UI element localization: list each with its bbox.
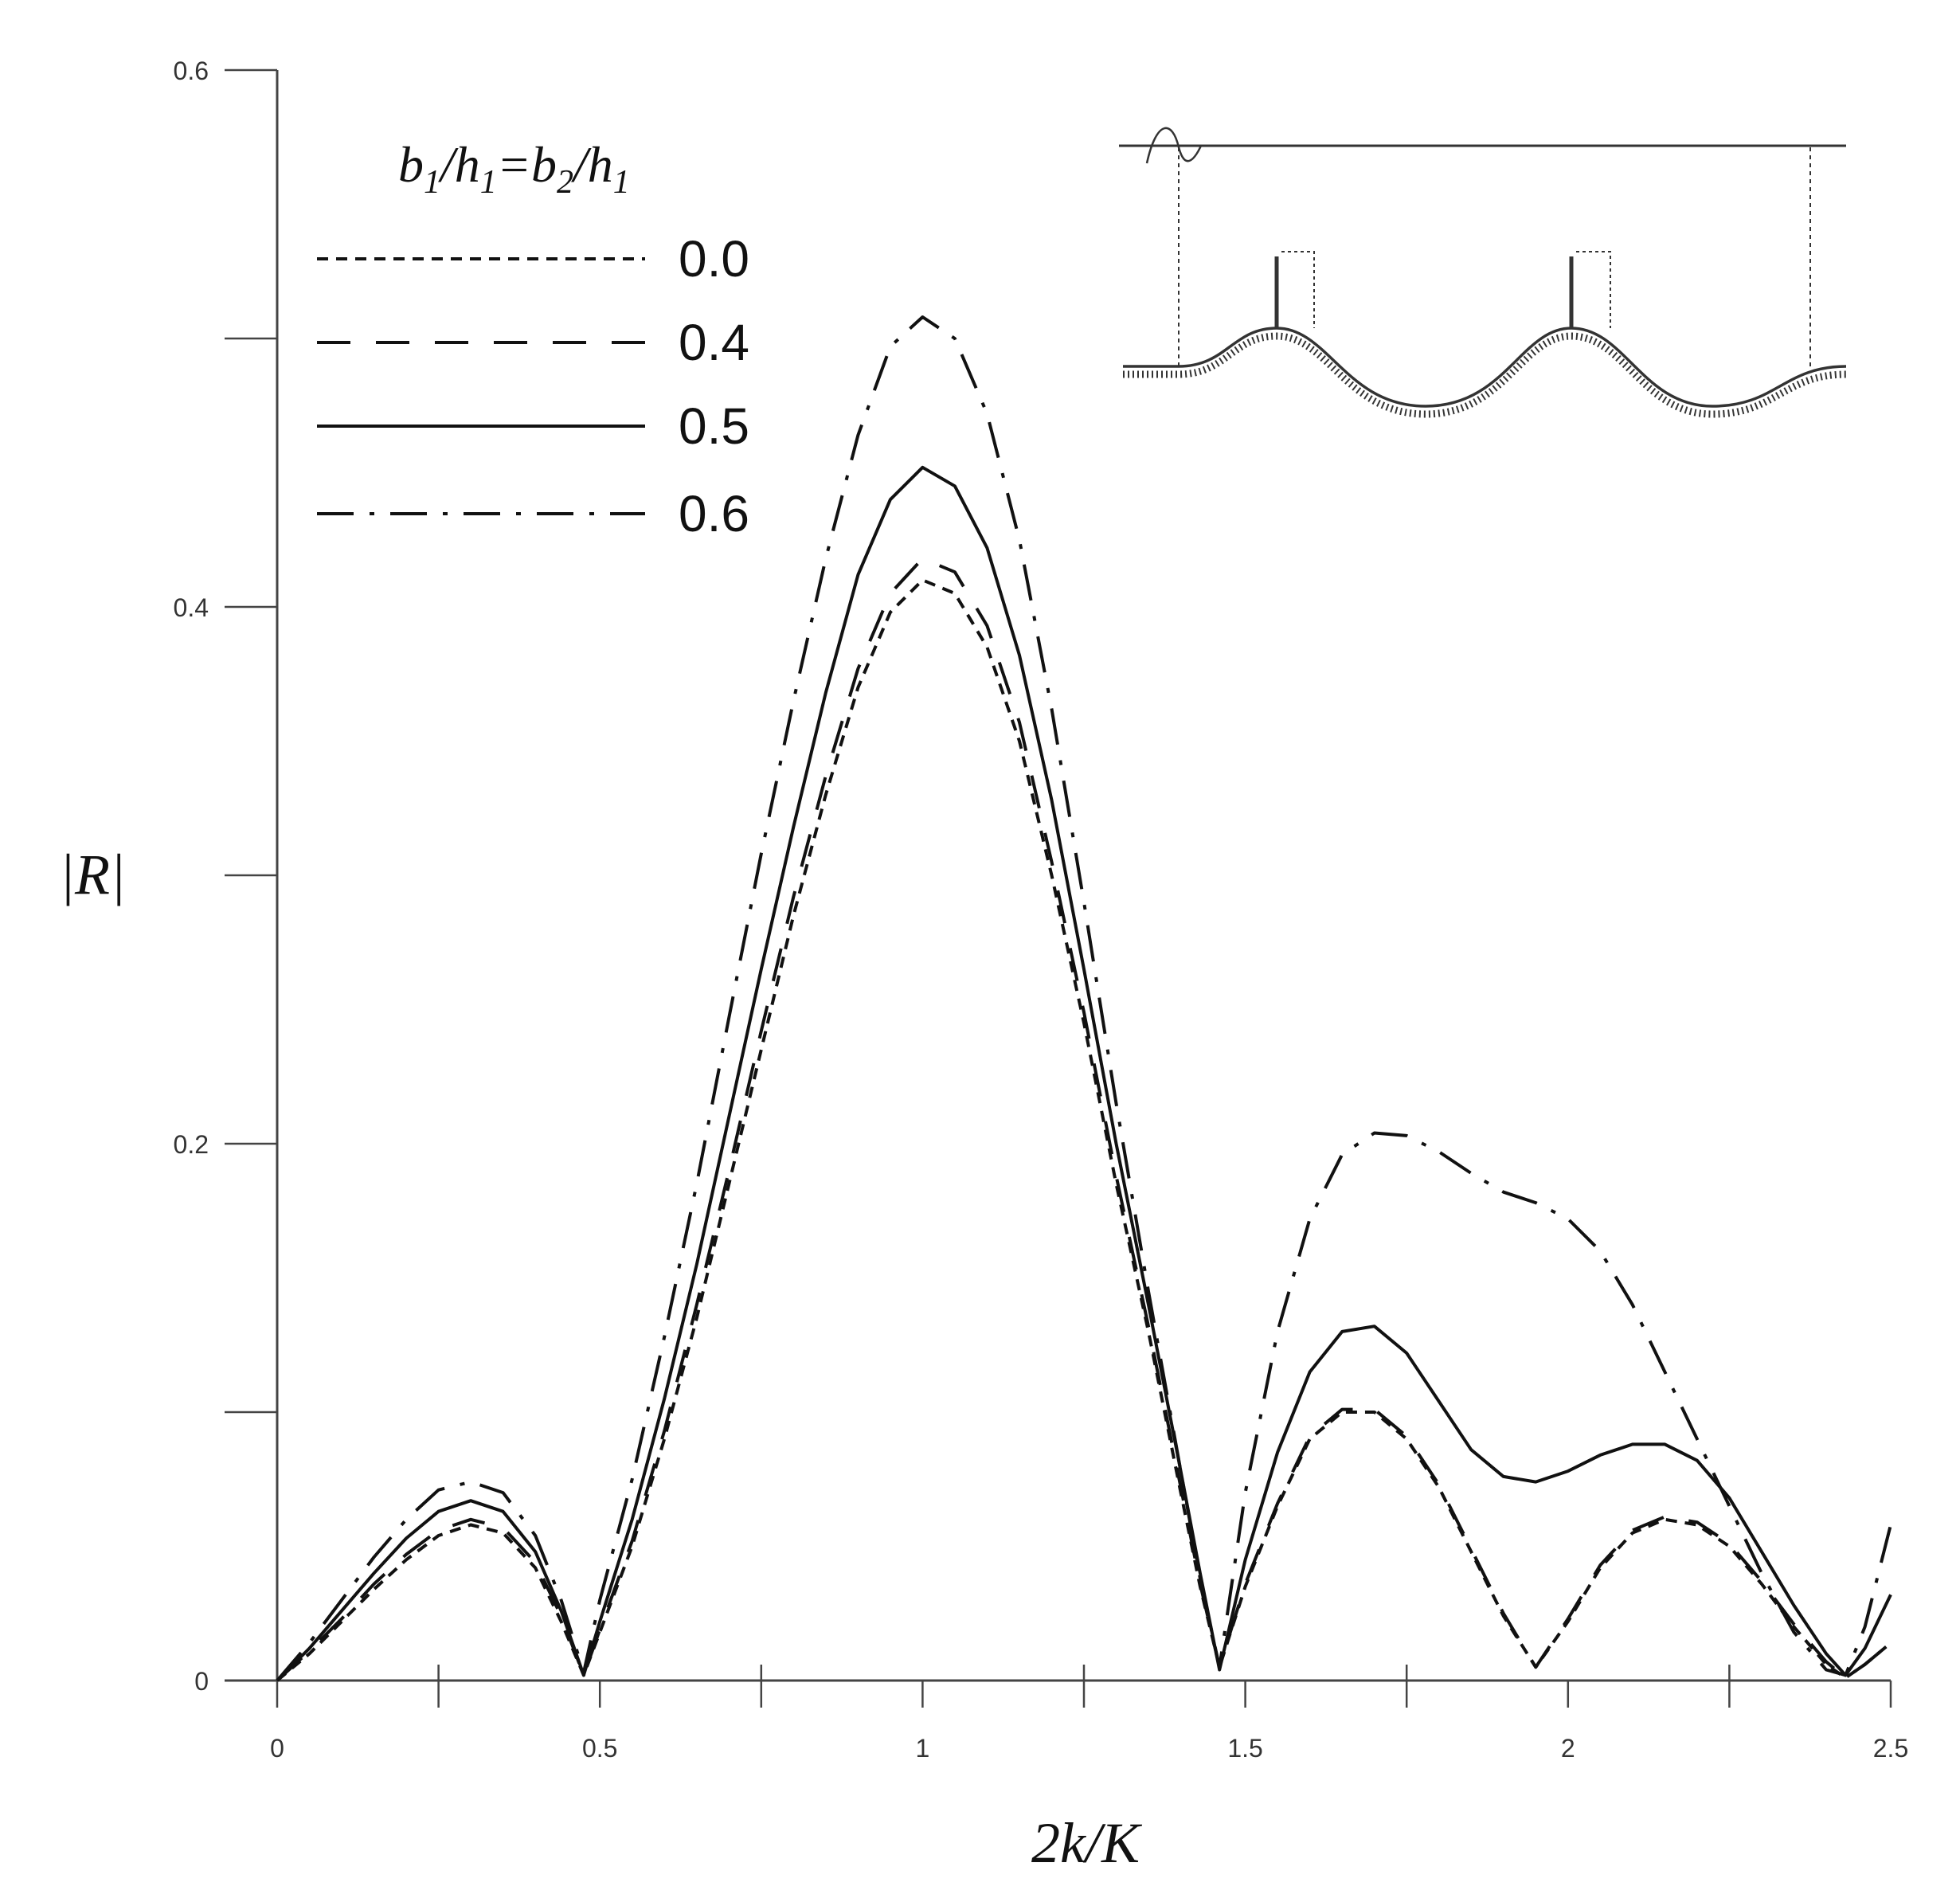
y-tick-label: 0.6 <box>174 57 209 85</box>
legend-label: 0.5 <box>679 397 749 455</box>
x-axis-title: 2k/K <box>1031 1811 1143 1875</box>
x-tick-label: 1 <box>916 1734 930 1763</box>
series-line-0.0 <box>276 578 1892 1682</box>
legend-label: 0.6 <box>679 485 749 542</box>
rippled-bed <box>1123 327 1847 408</box>
incident-wave-icon <box>1145 127 1203 164</box>
y-tick-label: 0 <box>194 1667 209 1696</box>
legend-items: 0.0 0.4 0.5 0.6 <box>317 230 749 542</box>
legend: b1/h1=b2/h1 0.0 0.4 0.5 0.6 <box>317 136 749 542</box>
ticks <box>225 68 1892 1708</box>
inset-sketch-icon <box>1119 127 1847 418</box>
x-tick-label: 2 <box>1561 1734 1575 1763</box>
x-tick-label: 1.5 <box>1227 1734 1262 1763</box>
y-tick-label: 0.2 <box>174 1130 209 1159</box>
series-line-0.5 <box>276 465 1892 1682</box>
axes <box>225 70 1891 1682</box>
legend-label: 0.0 <box>679 230 749 288</box>
series-line-0.4 <box>276 557 1892 1682</box>
x-tick-label: 0 <box>270 1734 284 1763</box>
legend-title: b1/h1=b2/h1 <box>398 136 630 201</box>
x-tick-label: 0.5 <box>582 1734 617 1763</box>
barrier-1-gap <box>1281 251 1315 328</box>
x-tick-label: 2.5 <box>1873 1734 1908 1763</box>
tick-labels: 0 0.5 1 1.5 2 2.5 0 0.2 0.4 0.6 <box>174 57 1909 1763</box>
barrier-2-gap <box>1576 251 1611 328</box>
y-axis-title: |R| <box>59 843 126 906</box>
series-line-0.6 <box>276 315 1892 1682</box>
series-group <box>276 315 1892 1682</box>
legend-label: 0.4 <box>679 314 749 371</box>
rippled-bed-hatch <box>1123 332 1847 418</box>
y-tick-label: 0.4 <box>174 593 209 622</box>
